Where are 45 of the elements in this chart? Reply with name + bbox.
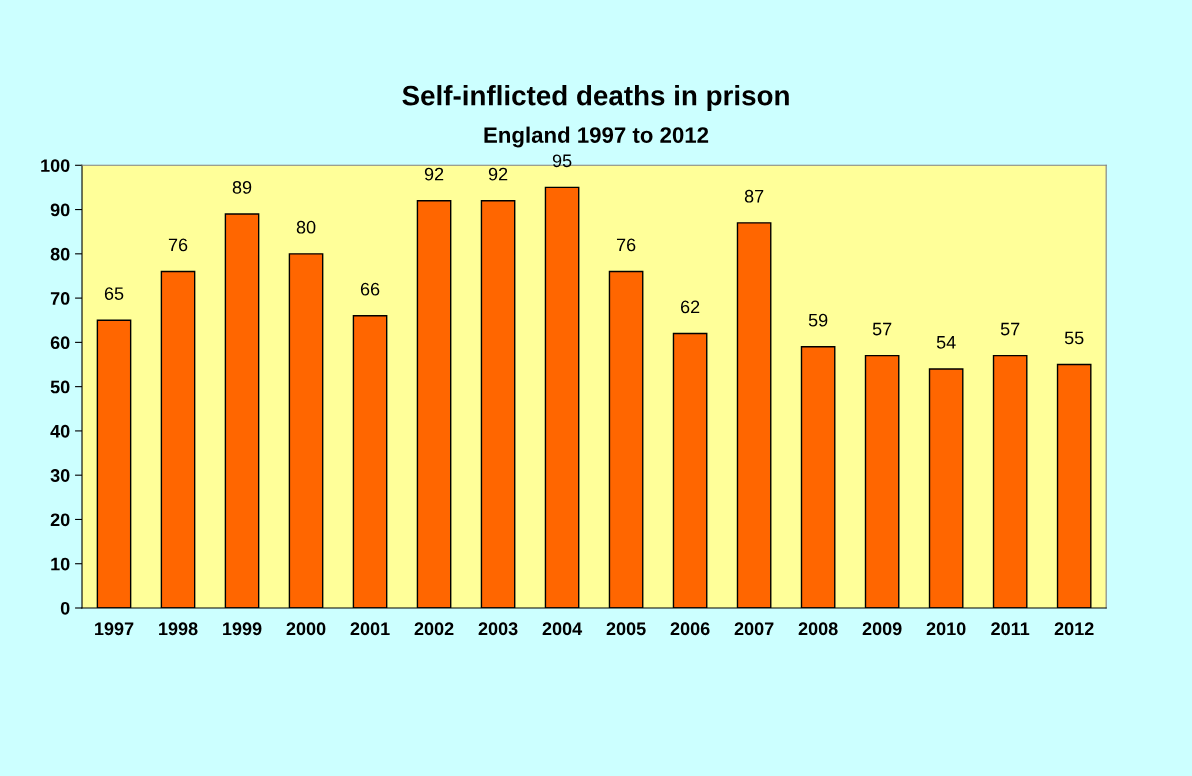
x-tick-label: 2011 bbox=[991, 622, 1030, 636]
data-label: 57 bbox=[872, 322, 892, 336]
data-label: 87 bbox=[744, 189, 764, 203]
x-tick-label: 1998 bbox=[159, 622, 198, 636]
chart-title: Self-inflicted deaths in prison bbox=[402, 85, 789, 111]
x-tick-label: 2000 bbox=[286, 622, 326, 636]
x-tick-label: 2006 bbox=[670, 622, 710, 636]
x-tick-label: 2004 bbox=[542, 622, 583, 636]
x-tick-label: 2005 bbox=[606, 622, 646, 636]
y-tick-label: 80 bbox=[50, 247, 70, 261]
x-tick-label: 2012 bbox=[1054, 622, 1094, 636]
data-label: 66 bbox=[360, 282, 380, 296]
y-tick-label: 90 bbox=[50, 203, 70, 217]
x-tick-label: 1997 bbox=[95, 622, 134, 636]
data-label: 76 bbox=[168, 238, 188, 252]
y-tick-label: 10 bbox=[51, 557, 70, 571]
data-label: 57 bbox=[1000, 322, 1020, 336]
y-tick-label: 40 bbox=[50, 424, 70, 438]
x-tick-label: 2003 bbox=[478, 622, 518, 636]
data-label: 59 bbox=[808, 313, 828, 327]
x-tick-label: 1999 bbox=[223, 622, 262, 636]
data-label: 54 bbox=[936, 336, 956, 349]
data-label: 92 bbox=[424, 167, 444, 181]
y-tick-label: 50 bbox=[50, 380, 70, 394]
y-tick-label: 60 bbox=[50, 336, 70, 350]
data-label: 76 bbox=[616, 238, 636, 252]
data-label: 80 bbox=[296, 220, 316, 234]
data-label: 62 bbox=[680, 300, 700, 314]
data-label: 65 bbox=[104, 287, 124, 300]
data-label: 55 bbox=[1064, 331, 1084, 345]
data-label: 95 bbox=[552, 154, 572, 168]
x-tick-label: 2007 bbox=[734, 622, 774, 636]
chart-subtitle: England 1997 to 2012 bbox=[484, 126, 709, 148]
data-label: 92 bbox=[488, 167, 508, 181]
x-tick-label: 2002 bbox=[414, 622, 454, 636]
y-tick-label: 30 bbox=[50, 469, 70, 482]
x-tick-label: 2010 bbox=[926, 622, 966, 636]
data-label: 89 bbox=[232, 180, 252, 194]
y-tick-label: 20 bbox=[50, 513, 70, 527]
y-tick-label: 100 bbox=[41, 159, 70, 173]
y-tick-label: 70 bbox=[50, 292, 70, 305]
x-tick-label: 2008 bbox=[798, 622, 838, 636]
x-tick-label: 2001 bbox=[350, 622, 390, 636]
x-tick-label: 2009 bbox=[862, 622, 902, 636]
y-tick-label: 0 bbox=[60, 601, 70, 615]
